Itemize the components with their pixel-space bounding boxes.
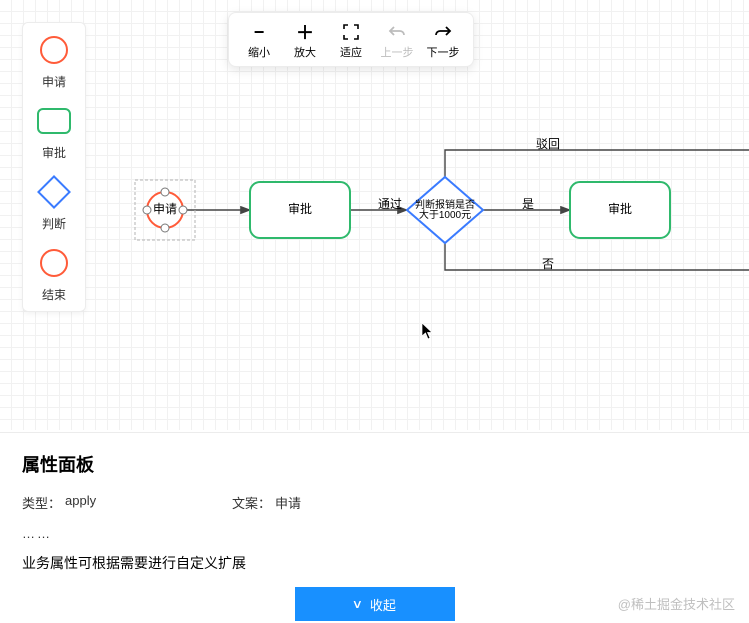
circle-icon bbox=[40, 36, 68, 64]
toolbar-label: 下一步 bbox=[427, 44, 460, 60]
edge-label: 否 bbox=[542, 257, 554, 271]
fit-button[interactable]: 适应 bbox=[329, 19, 373, 62]
collapse-button[interactable]: ∨ 收起 bbox=[295, 587, 455, 621]
palette-label: 申请 bbox=[42, 73, 66, 90]
zoom-in-button[interactable]: ＋ 放大 bbox=[283, 19, 327, 62]
port-handle[interactable] bbox=[161, 188, 169, 196]
property-value: apply bbox=[65, 493, 96, 512]
property-label: 文案： bbox=[232, 493, 271, 512]
property-label: 类型： bbox=[22, 493, 61, 512]
edge-label: 驳回 bbox=[536, 137, 560, 151]
canvas-toolbar: − 缩小 ＋ 放大 适应 上一步 下一步 bbox=[228, 12, 474, 67]
palette-label: 结束 bbox=[42, 286, 66, 303]
node-label: 判断报销是否大于1000元 bbox=[415, 198, 475, 221]
palette-item-decision[interactable]: 判断 bbox=[37, 175, 71, 232]
redo-button[interactable]: 下一步 bbox=[421, 19, 465, 62]
node-label: 审批 bbox=[608, 201, 632, 216]
toolbar-label: 缩小 bbox=[248, 44, 270, 60]
palette-label: 审批 bbox=[42, 144, 66, 161]
fit-icon bbox=[340, 21, 362, 43]
shape-palette: 申请 审批 判断 结束 bbox=[22, 22, 86, 312]
node-label: 审批 bbox=[288, 201, 312, 216]
port-handle[interactable] bbox=[161, 224, 169, 232]
node-label: 申请 bbox=[153, 202, 177, 216]
collapse-label: 收起 bbox=[370, 595, 396, 614]
property-row: 类型： apply 文案： 申请 bbox=[22, 493, 727, 512]
diamond-icon bbox=[37, 175, 71, 209]
panel-title: 属性面板 bbox=[22, 451, 727, 477]
port-handle[interactable] bbox=[143, 206, 151, 214]
port-handle[interactable] bbox=[179, 206, 187, 214]
palette-item-approve[interactable]: 审批 bbox=[37, 104, 71, 161]
redo-icon bbox=[432, 21, 454, 43]
panel-note: 业务属性可根据需要进行自定义扩展 bbox=[22, 553, 727, 573]
rect-icon bbox=[37, 108, 71, 134]
circle-icon bbox=[40, 249, 68, 277]
undo-icon bbox=[386, 21, 408, 43]
property-value: 申请 bbox=[275, 493, 301, 512]
minus-icon: − bbox=[248, 21, 270, 43]
property-panel: 属性面板 类型： apply 文案： 申请 …… 业务属性可根据需要进行自定义扩… bbox=[0, 432, 749, 623]
ellipsis-text: …… bbox=[22, 526, 727, 541]
zoom-out-button[interactable]: − 缩小 bbox=[237, 19, 281, 62]
palette-label: 判断 bbox=[42, 215, 66, 232]
edge-label: 是 bbox=[522, 197, 534, 211]
edge-label: 通过 bbox=[378, 197, 402, 211]
toolbar-label: 放大 bbox=[294, 44, 316, 60]
palette-item-apply[interactable]: 申请 bbox=[37, 33, 71, 90]
palette-item-end[interactable]: 结束 bbox=[37, 246, 71, 303]
toolbar-label: 上一步 bbox=[381, 44, 414, 60]
toolbar-label: 适应 bbox=[340, 44, 362, 60]
undo-button[interactable]: 上一步 bbox=[375, 19, 419, 62]
chevron-down-icon: ∨ bbox=[352, 597, 363, 611]
plus-icon: ＋ bbox=[294, 21, 316, 43]
